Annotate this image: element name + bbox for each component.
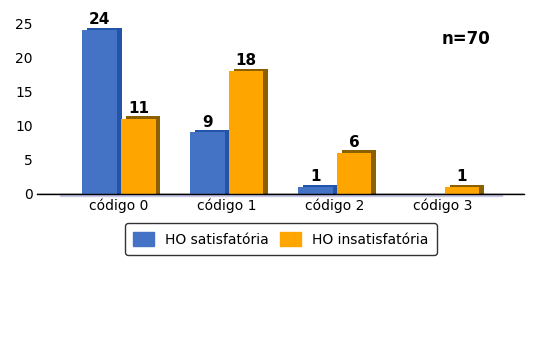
Text: 6: 6 bbox=[349, 135, 360, 150]
Text: 1: 1 bbox=[310, 169, 321, 184]
Bar bbox=[234, 69, 268, 194]
Text: 9: 9 bbox=[202, 115, 213, 130]
Bar bbox=[195, 130, 230, 194]
Bar bbox=[82, 30, 117, 194]
Text: 11: 11 bbox=[128, 101, 149, 116]
Legend: HO satisfatória, HO insatisfatória: HO satisfatória, HO insatisfatória bbox=[125, 223, 437, 255]
Bar bbox=[229, 71, 264, 194]
Bar bbox=[337, 153, 371, 194]
Bar bbox=[87, 28, 122, 194]
Bar bbox=[126, 116, 161, 194]
Bar bbox=[450, 185, 484, 194]
Text: 18: 18 bbox=[236, 53, 257, 68]
Bar bbox=[121, 119, 156, 194]
Bar bbox=[190, 132, 225, 194]
Bar bbox=[303, 185, 337, 194]
Bar bbox=[298, 187, 333, 194]
Text: 1: 1 bbox=[457, 169, 467, 184]
Text: 24: 24 bbox=[89, 13, 110, 27]
Bar bbox=[60, 194, 502, 196]
Text: n=70: n=70 bbox=[441, 30, 490, 48]
Bar bbox=[342, 150, 376, 194]
Bar bbox=[445, 187, 479, 194]
